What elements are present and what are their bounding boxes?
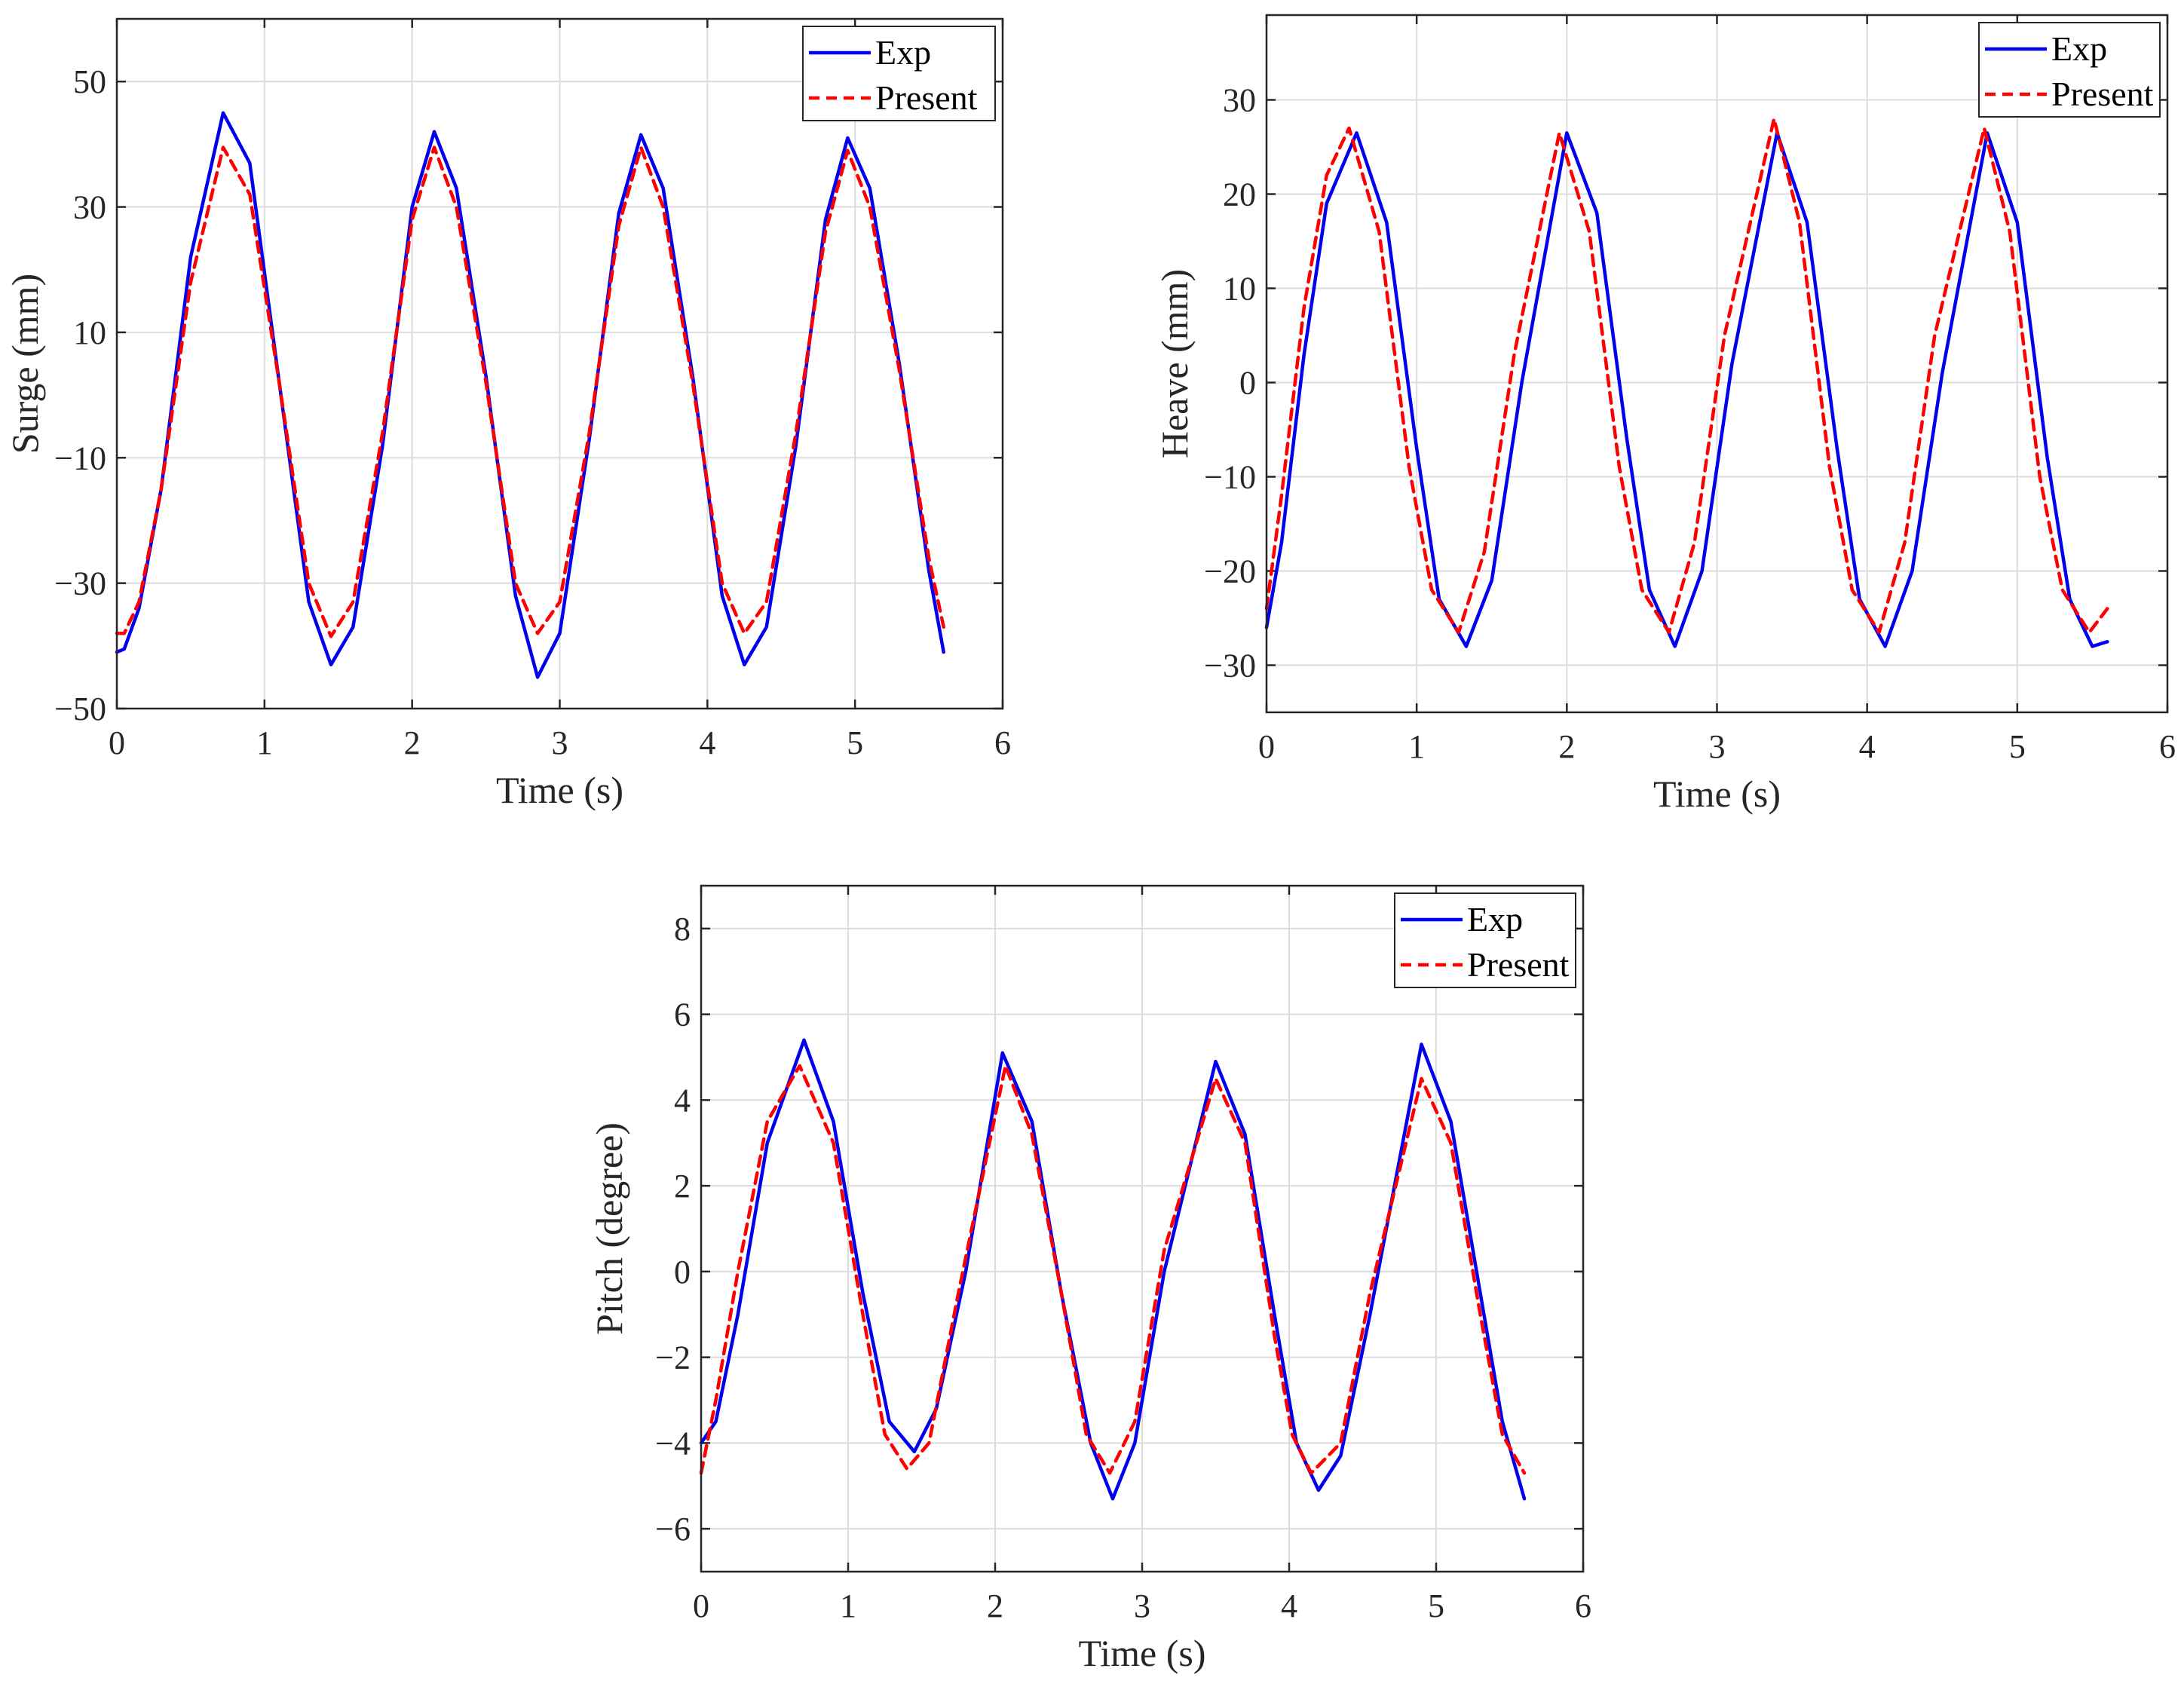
chart-2-x-tick-label: 4 (1281, 1587, 1297, 1624)
chart-1-y-tick-label: 20 (1223, 176, 1256, 213)
chart-2-y-axis-label: Pitch (degree) (588, 1122, 630, 1335)
chart-1-y-tick-label: 0 (1239, 365, 1256, 402)
chart-0-x-tick-label: 6 (994, 724, 1011, 761)
chart-0-y-tick-label: −30 (54, 565, 106, 602)
chart-2-axes-frame (700, 884, 1585, 1573)
chart-1-x-tick-label: 4 (1859, 728, 1876, 765)
chart-2-y-tick-label: 0 (674, 1254, 691, 1290)
chart-0-legend-box (802, 26, 996, 121)
chart-1-x-tick-label: 0 (1258, 728, 1275, 765)
chart-2-x-tick-label: 6 (1575, 1587, 1591, 1624)
chart-2-x-tick-label: 1 (840, 1587, 856, 1624)
chart-0-y-tick-label: −50 (54, 690, 106, 727)
chart-1-axes-frame (1265, 14, 2169, 714)
chart-2-y-tick-label: −2 (655, 1339, 691, 1376)
chart-1-y-tick-label: 30 (1223, 82, 1256, 119)
chart-1-y-tick-label: −10 (1204, 459, 1256, 496)
chart-1-legend-label-exp: Exp (2051, 29, 2107, 68)
heave-chart: 0 1 2 3 4 5 6 −30 −20 −10 0 10 20 30 Time (s) Heave (mm… (1153, 14, 2176, 815)
chart-0-legend-label-present: Present (875, 78, 978, 117)
chart-0-y-tick-label: 50 (73, 63, 106, 100)
chart-2-x-axis-label: Time (s) (1078, 1632, 1205, 1674)
chart-1-y-tick-label: −30 (1204, 648, 1256, 684)
chart-2-series-present (699, 1064, 1527, 1475)
chart-2-y-tick-label: 4 (674, 1082, 691, 1119)
chart-0-x-tick-label: 0 (109, 724, 125, 761)
chart-1-series-present (1264, 117, 2109, 635)
chart-0-y-tick-label: 10 (73, 314, 106, 351)
chart-2-x-tick-label: 0 (693, 1587, 709, 1624)
chart-1-y-tick-label: −20 (1204, 553, 1256, 590)
chart-0-x-axis-label: Time (s) (496, 769, 623, 811)
chart-1-x-axis-label: Time (s) (1653, 773, 1781, 815)
chart-0-x-tick-label: 1 (256, 724, 273, 761)
chart-2-legend-label-exp: Exp (1467, 900, 1523, 938)
chart-0-x-tick-label: 4 (699, 724, 715, 761)
pitch-chart: 0 1 2 3 4 5 6 −6 −4 −2 0 2 4 6 8 Time (s) Pitch (degree)… (588, 884, 1591, 1674)
chart-1-y-axis-label: Heave (mm) (1153, 269, 1196, 458)
chart-1-x-tick-label: 6 (2159, 728, 2176, 765)
chart-2-y-tick-label: −4 (655, 1425, 691, 1462)
chart-2-legend-label-present: Present (1467, 945, 1570, 984)
chart-0-axes-frame (115, 17, 1004, 710)
chart-0-y-tick-label: −10 (54, 439, 106, 476)
chart-0-series-exp (115, 111, 945, 679)
chart-1-x-tick-label: 5 (2009, 728, 2026, 765)
chart-2-legend-box (1394, 892, 1576, 988)
chart-0-x-tick-label: 2 (404, 724, 421, 761)
chart-1-legend-label-present: Present (2051, 75, 2154, 113)
chart-2-x-tick-label: 2 (987, 1587, 1003, 1624)
chart-1-series-exp (1264, 131, 2109, 648)
chart-0-series-present (115, 145, 945, 638)
chart-2-x-tick-label: 3 (1134, 1587, 1150, 1624)
chart-1-y-tick-label: 10 (1223, 271, 1256, 308)
surge-chart: 0 1 2 3 4 5 6 −50 −30 −10 10 30 50 Time (s) Surge (mm)… (4, 17, 1011, 811)
chart-1-legend-box (1978, 22, 2161, 118)
chart-2-y-tick-label: 8 (674, 911, 691, 948)
chart-2-y-tick-label: 6 (674, 997, 691, 1033)
chart-0-x-tick-label: 5 (847, 724, 863, 761)
chart-1-x-tick-label: 1 (1408, 728, 1425, 765)
chart-2-y-tick-label: 2 (674, 1168, 691, 1205)
chart-0-y-tick-label: 30 (73, 189, 106, 226)
chart-2-y-tick-label: −6 (655, 1511, 691, 1548)
chart-2-series-exp (699, 1038, 1527, 1501)
chart-0-y-axis-label: Surge (mm) (4, 274, 46, 454)
chart-0-legend-label-exp: Exp (875, 33, 931, 72)
chart-1-x-tick-label: 3 (1709, 728, 1726, 765)
chart-1-x-tick-label: 2 (1558, 728, 1575, 765)
chart-2-x-tick-label: 5 (1428, 1587, 1444, 1624)
chart-0-x-tick-label: 3 (552, 724, 568, 761)
